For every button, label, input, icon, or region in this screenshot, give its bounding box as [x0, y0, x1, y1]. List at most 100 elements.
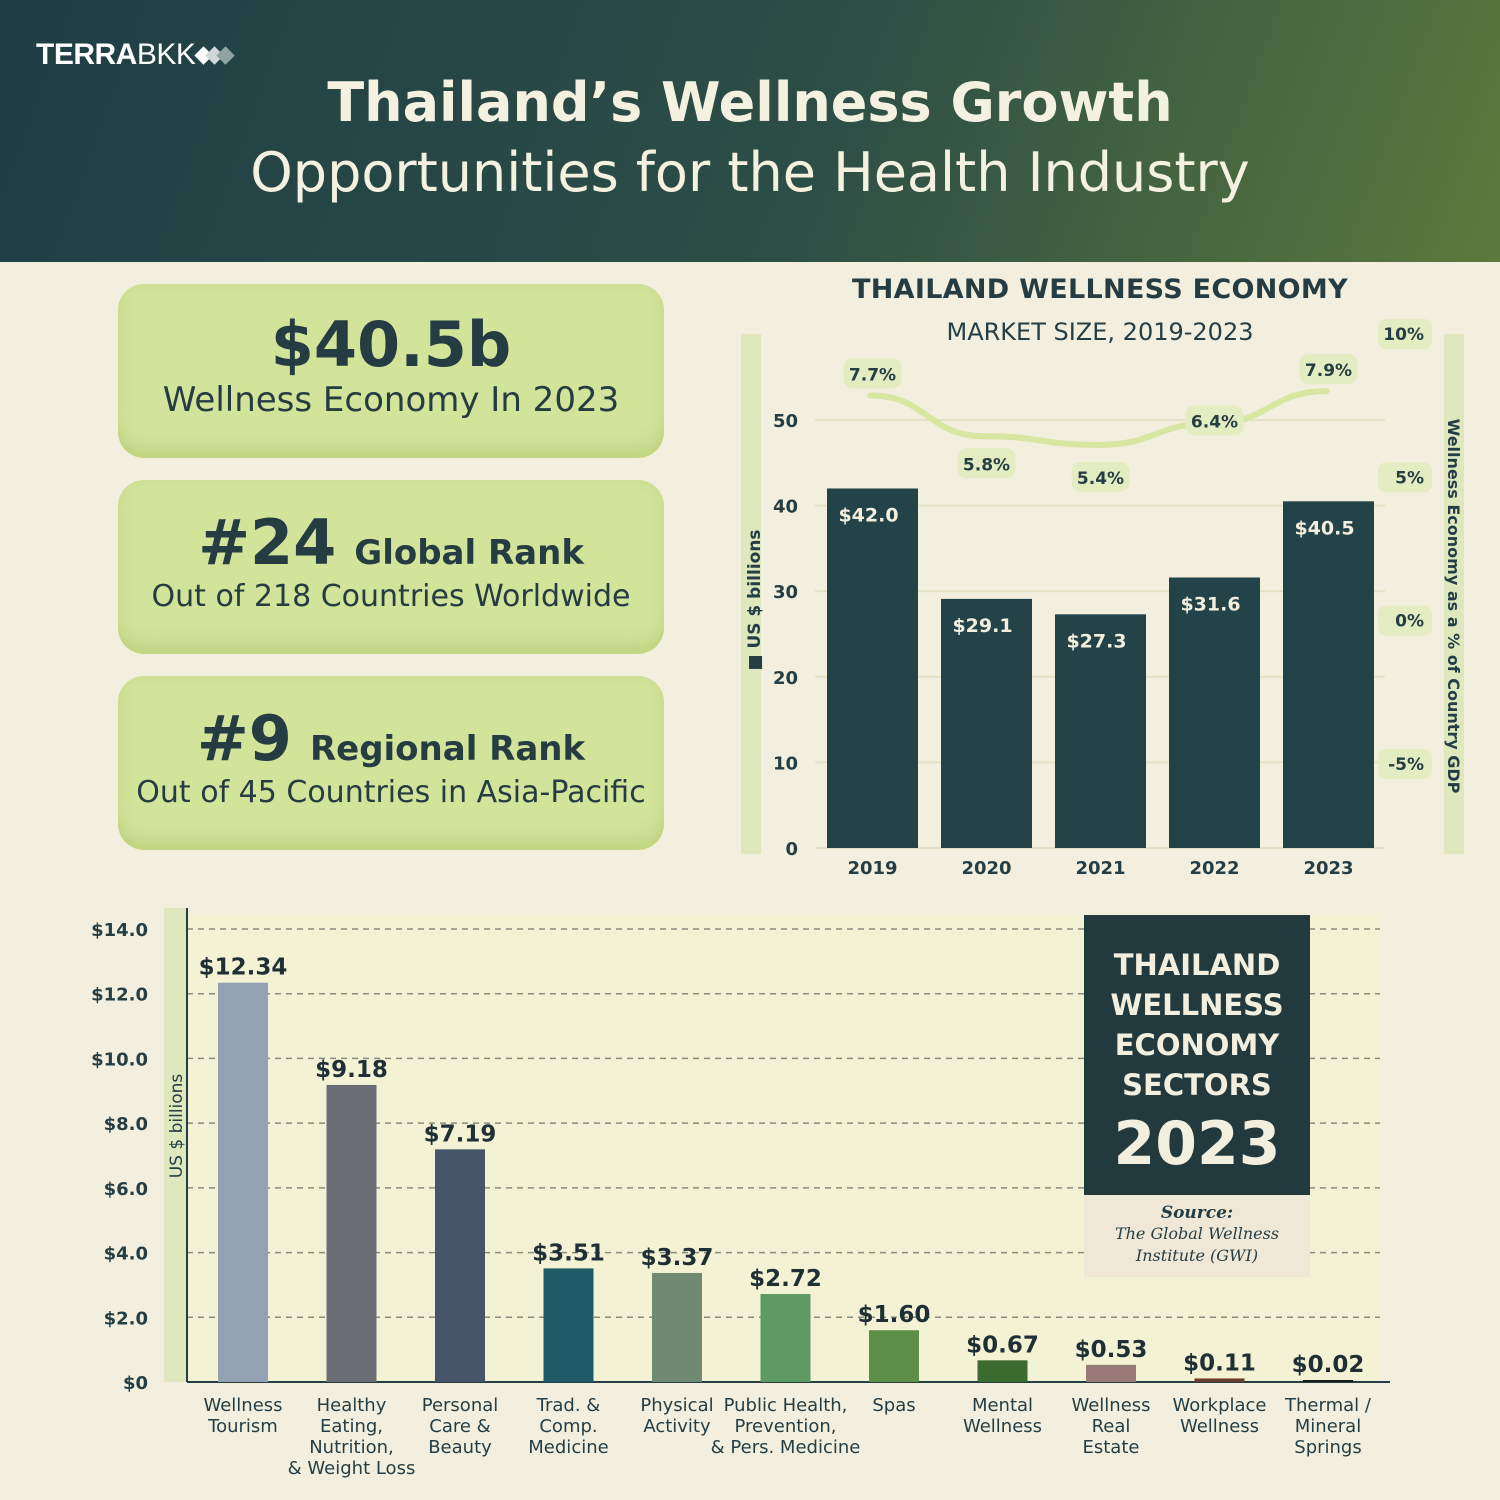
- right-axis-strip: [1444, 334, 1464, 854]
- bar-value-label: $7.19: [424, 1121, 497, 1147]
- sector-bar: [218, 982, 268, 1382]
- regional-rank-detail: Out of 45 Countries in Asia-Pacific: [136, 775, 646, 810]
- y-tick-label: $14.0: [91, 920, 148, 941]
- x-tick-label: & Weight Loss: [288, 1458, 416, 1479]
- gdp-label-bg: [1185, 405, 1244, 436]
- source-heading: Source:: [1160, 1203, 1234, 1223]
- x-tick-label: Wellness: [1180, 1416, 1259, 1437]
- x-tick-label: Care &: [429, 1416, 490, 1437]
- market-chart-title: THAILAND WELLNESS ECONOMY: [852, 274, 1348, 305]
- y2-tick-label: 5%: [1395, 468, 1424, 488]
- x-tick-label: Spas: [872, 1395, 915, 1416]
- sector-bar: [869, 1330, 919, 1382]
- sector-bar: [543, 1268, 594, 1382]
- x-tick-label: 2019: [847, 858, 897, 879]
- title-line-2: Opportunities for the Health Industry: [250, 141, 1250, 204]
- x-tick-label: Real: [1092, 1416, 1131, 1437]
- y2-tick-label: 0%: [1395, 612, 1424, 632]
- x-tick-label: Workplace: [1172, 1395, 1266, 1416]
- bar-value-label: $1.60: [858, 1302, 931, 1328]
- y-tick-label: 40: [773, 497, 798, 518]
- regional-rank-card: #9 Regional Rank Out of 45 Countries in …: [118, 676, 664, 844]
- regional-rank-number: #9: [196, 702, 292, 775]
- bar-value-label: $9.18: [315, 1057, 388, 1083]
- source-box: Source: The Global Wellness Institute (G…: [1084, 1195, 1310, 1277]
- x-tick-label: Healthy: [317, 1395, 387, 1416]
- x-tick-label: 2023: [1303, 858, 1353, 879]
- x-tick-label: Beauty: [428, 1437, 492, 1458]
- sector-bar: [760, 1293, 811, 1382]
- gdp-share-label: 5.8%: [963, 455, 1010, 475]
- x-tick-label: Medicine: [528, 1437, 608, 1458]
- global-rank-number: #24: [198, 506, 337, 579]
- y-tick-label: 20: [773, 668, 798, 689]
- economy-label: Wellness Economy In 2023: [162, 380, 620, 420]
- gdp-share-line: [867, 388, 1330, 448]
- bar-value-label: $0.67: [966, 1332, 1039, 1358]
- economy-value: $40.5b: [270, 308, 512, 381]
- gdp-share-label: 5.4%: [1077, 469, 1124, 489]
- y2-tick-bg: [1378, 319, 1432, 349]
- y-tick-label: 0: [785, 839, 798, 860]
- x-tick-label: Tourism: [207, 1416, 278, 1437]
- x-tick-label: Estate: [1083, 1437, 1140, 1458]
- y-tick-label: 30: [773, 582, 798, 603]
- economy-stat-card: $40.5b Wellness Economy In 2023: [118, 284, 664, 452]
- brand-light: BKK: [136, 38, 196, 71]
- sector-bar: [1086, 1364, 1136, 1382]
- market-bar: [1169, 577, 1260, 848]
- gdp-label-bg: [843, 358, 902, 389]
- y-tick-label: $2.0: [104, 1308, 148, 1329]
- x-tick-label: Personal: [422, 1395, 499, 1416]
- x-tick-label: Trad. &: [536, 1395, 601, 1416]
- bar-value-label: $31.6: [1180, 594, 1240, 616]
- x-tick-label: Activity: [643, 1416, 711, 1437]
- x-tick-label: & Pers. Medicine: [711, 1437, 861, 1458]
- market-bar: [941, 598, 1032, 848]
- gdp-share-label: 6.4%: [1191, 412, 1238, 432]
- page-title: Thailand’s Wellness Growth Opportunities…: [0, 68, 1500, 208]
- bar-value-label: $0.11: [1183, 1350, 1256, 1376]
- regional-rank-label: Regional Rank: [309, 729, 586, 769]
- x-tick-label: Physical: [640, 1395, 713, 1416]
- sector-bar: [977, 1360, 1028, 1382]
- bar-value-label: $0.02: [1292, 1352, 1365, 1378]
- y-tick-label: $0: [123, 1373, 148, 1394]
- sectors-year: 2023: [1113, 1109, 1281, 1179]
- sectors-title: THAILAND WELLNESS ECONOMY SECTORS: [1110, 948, 1284, 1102]
- y2-tick-label: -5%: [1388, 755, 1424, 775]
- gdp-label-bg: [957, 448, 1016, 479]
- y2-tick-bg: [1378, 605, 1432, 636]
- x-tick-label: Wellness: [1071, 1395, 1150, 1416]
- bar-value-label: $2.72: [749, 1266, 822, 1292]
- y-tick-label: $10.0: [91, 1049, 148, 1070]
- header-banner: TERRA BKK Thailand’s Wellness Growth Oppo…: [0, 0, 1500, 262]
- x-tick-label: Public Health,: [724, 1395, 848, 1416]
- y-axis-strip: [164, 908, 186, 1382]
- brand-bold: TERRA: [36, 38, 137, 71]
- left-axis-strip: [741, 334, 761, 854]
- y-tick-label: 50: [773, 411, 798, 432]
- global-rank-card: #24 Global Rank Out of 218 Countries Wor…: [118, 480, 664, 648]
- bar-value-label: $0.53: [1075, 1337, 1148, 1363]
- brand-logo: TERRA BKK: [36, 38, 236, 72]
- bar-value-label: $3.51: [532, 1240, 605, 1266]
- x-tick-label: 2022: [1189, 858, 1239, 879]
- title-line-1: Thailand’s Wellness Growth: [327, 71, 1173, 134]
- y-tick-label: $4.0: [104, 1244, 148, 1265]
- x-tick-label: Prevention,: [735, 1416, 837, 1437]
- market-bar: [1283, 501, 1374, 848]
- bar-value-label: $27.3: [1066, 630, 1126, 652]
- sector-bar: [1303, 1380, 1353, 1382]
- market-bar: [1055, 614, 1146, 848]
- y2-tick-bg: [1378, 749, 1432, 779]
- global-rank-label: Global Rank: [354, 533, 584, 573]
- bar-value-label: $29.1: [952, 615, 1012, 637]
- x-tick-label: Nutrition,: [309, 1437, 394, 1458]
- bar-value-label: $42.0: [838, 504, 898, 526]
- x-tick-label: Wellness: [203, 1395, 282, 1416]
- x-tick-label: Comp.: [539, 1416, 597, 1437]
- diamond-logo-icon: [194, 45, 236, 65]
- market-bar: [827, 488, 918, 848]
- y2-tick-label: 10%: [1383, 325, 1424, 345]
